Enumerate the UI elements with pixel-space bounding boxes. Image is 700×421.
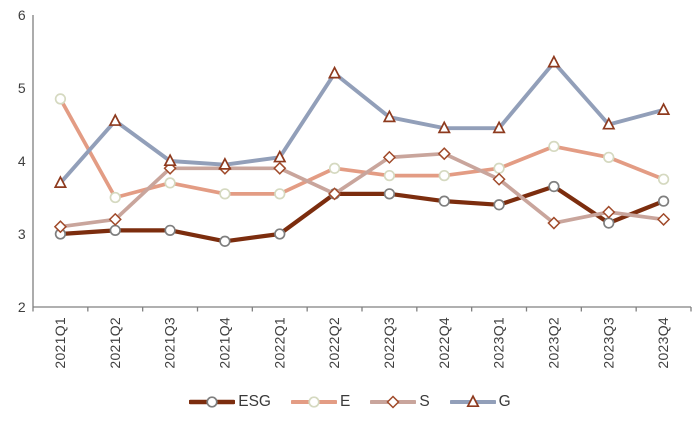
circle-marker-E [274, 188, 286, 200]
legend-item-ESG: ESG [189, 394, 271, 410]
triangle-marker-G [656, 102, 671, 115]
triangle-marker-G [437, 120, 451, 134]
circle-marker-E [383, 169, 396, 182]
triangle-marker-G [163, 153, 177, 167]
series-line-ESG [58, 184, 666, 244]
legend-label-E: E [339, 393, 351, 411]
circle-marker-ESG [383, 188, 396, 200]
series-E [54, 93, 670, 204]
triangle-marker-G [547, 54, 561, 68]
legend-swatch-G [449, 394, 496, 408]
diamond-legend-marker-S [386, 395, 400, 409]
triangle-marker-G [108, 113, 122, 126]
legend-item-E: E [290, 393, 351, 411]
x-tick-label: 2021Q1 [52, 317, 68, 369]
circle-marker-E [438, 169, 450, 182]
circle-marker-E [603, 151, 615, 164]
circle-marker-ESG [219, 235, 231, 247]
circle-marker-E [328, 162, 341, 174]
circle-marker-ESG [493, 199, 505, 211]
circle-marker-E [548, 140, 560, 153]
circle-marker-ESG [548, 180, 560, 193]
triangle-marker-G [382, 109, 397, 123]
x-tick-label: 2023Q1 [491, 317, 507, 369]
circle-marker-E [109, 191, 121, 204]
y-tick-label: 4 [18, 153, 26, 169]
legend-swatch-ESG [189, 396, 236, 408]
legend-swatch-E [290, 396, 337, 408]
x-tick-label: 2021Q2 [107, 317, 123, 369]
legend-label-S: S [419, 393, 430, 411]
diamond-marker-S [108, 212, 122, 226]
legend-item-G: G [449, 393, 511, 411]
y-tick-label: 5 [18, 80, 26, 96]
circle-marker-E [54, 93, 67, 105]
circle-marker-ESG [438, 195, 450, 207]
diamond-marker-S [53, 220, 67, 234]
triangle-marker-G [53, 175, 68, 188]
x-tick-label: 2022Q2 [326, 317, 342, 369]
circle-legend-marker-ESG [206, 396, 218, 408]
chart-legend: ESG E S G [0, 391, 700, 413]
x-tick-label: 2022Q3 [381, 317, 397, 369]
series-line-G [58, 60, 666, 185]
legend-item-S: S [370, 393, 430, 411]
series-S [53, 147, 671, 234]
x-tick-label: 2021Q4 [216, 317, 232, 369]
series-ESG [54, 180, 670, 247]
triangle-marker-G [492, 120, 506, 134]
diamond-marker-S [602, 205, 616, 219]
chart-canvas: 2 3 4 5 6 2021Q1 2021Q2 2021Q3 2021Q4 2022Q1 2022Q… [18, 7, 692, 369]
x-tick-label: 2022Q4 [436, 317, 452, 369]
diamond-marker-S [273, 161, 287, 175]
legend-label-G: G [498, 393, 511, 411]
series-line-S [58, 151, 666, 229]
triangle-marker-G [218, 157, 232, 170]
diamond-marker-S [492, 172, 506, 186]
diamond-marker-S [657, 212, 671, 226]
circle-marker-E [493, 162, 505, 174]
circle-marker-E [219, 188, 231, 200]
x-tick-label: 2022Q1 [271, 317, 287, 369]
triangle-marker-G [327, 65, 342, 79]
circle-marker-ESG [657, 195, 670, 207]
circle-marker-E [657, 173, 670, 185]
triangle-marker-G [273, 149, 287, 163]
legend-swatch-S [370, 395, 417, 409]
circle-marker-ESG [164, 224, 176, 237]
circle-legend-marker-E [308, 396, 320, 408]
series-line-E [58, 97, 666, 200]
x-tick-label: 2023Q3 [600, 317, 616, 369]
diamond-marker-S [328, 187, 342, 201]
circle-marker-ESG [603, 217, 615, 229]
y-tick-label: 2 [18, 299, 26, 315]
y-tick-label: 3 [18, 226, 26, 242]
triangle-legend-marker-G [466, 394, 480, 408]
diamond-marker-S [547, 216, 561, 230]
diamond-marker-S [382, 150, 396, 164]
legend-label-ESG: ESG [238, 393, 271, 411]
x-tick-label: 2021Q3 [162, 317, 178, 369]
circle-marker-E [164, 177, 176, 189]
circle-marker-ESG [274, 228, 286, 240]
x-tick-label: 2023Q4 [655, 317, 671, 369]
triangle-marker-G [602, 116, 616, 130]
diamond-marker-S [437, 147, 451, 161]
x-tick-label: 2023Q2 [545, 317, 561, 369]
circle-marker-ESG [109, 224, 121, 237]
y-tick-label: 6 [18, 7, 26, 23]
series-G [53, 54, 671, 188]
